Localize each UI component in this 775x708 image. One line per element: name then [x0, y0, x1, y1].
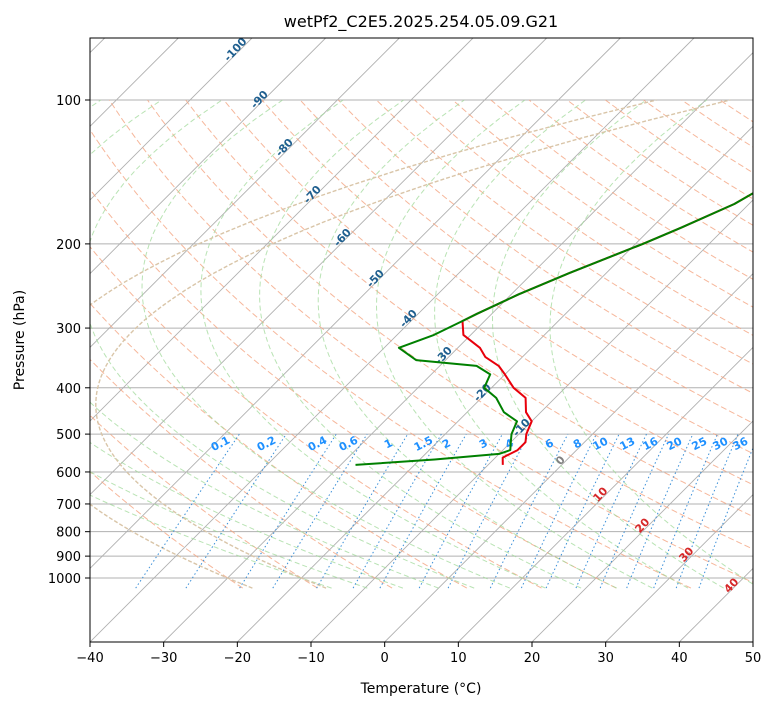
reference-curve: [95, 99, 731, 589]
isotherm-line: [90, 38, 621, 569]
isotherm-line: [90, 38, 474, 422]
dry-adiabat-line: [147, 99, 753, 550]
background-grid: [90, 38, 753, 642]
x-tick-label: −40: [76, 651, 103, 666]
moist-adiabat-line: [434, 99, 689, 589]
x-tick-label: 30: [597, 651, 614, 666]
isotherm-line: [384, 273, 753, 642]
dry-adiabat-line: [223, 99, 753, 486]
y-tick-label: 200: [56, 238, 81, 253]
dry-adiabat-line: [90, 129, 692, 589]
dewpoint-profile: [355, 192, 753, 466]
moist-adiabat-line: [200, 99, 546, 589]
isotherm-line: [163, 52, 753, 642]
mixing-ratio-label: 10: [591, 434, 611, 453]
isotherm-line: [605, 494, 753, 642]
mixing-ratio-label: 13: [618, 435, 638, 454]
moist-adiabat-line: [259, 99, 582, 589]
mixing-ratio-label: 25: [690, 435, 710, 454]
x-tick-label: −30: [150, 651, 177, 666]
moist-adiabat-line: [549, 99, 753, 585]
mixing-ratio-label: 16: [641, 434, 661, 453]
mixing-ratio-line: [489, 433, 569, 589]
x-tick-label: −20: [224, 651, 251, 666]
mixing-ratio-line: [447, 433, 530, 589]
y-tick-label: 700: [56, 498, 81, 513]
isotherm-line: [90, 38, 695, 642]
moist-adiabat-line: [90, 99, 404, 589]
x-tick-label: 0: [381, 651, 389, 666]
dry-adiabat-line: [108, 99, 753, 583]
isotherm-line: [237, 125, 753, 642]
mixing-ratio-line: [239, 433, 337, 589]
chart-title: wetPf2_C2E5.2025.254.05.09.G21: [284, 12, 558, 32]
moist-adiabat-line: [317, 99, 617, 589]
mixing-ratio-line: [520, 433, 597, 589]
x-axis-label: Temperature (°C): [360, 681, 482, 697]
isotherm-line: [90, 38, 253, 201]
y-tick-label: 900: [56, 550, 81, 565]
mixing-ratio-label: 20: [665, 434, 685, 453]
y-axis-label: Pressure (hPa): [12, 290, 28, 390]
isotherm-line: [458, 346, 753, 642]
y-tick-label: 300: [56, 322, 81, 337]
mixing-ratio-line: [418, 433, 503, 589]
dry-adiabat-line: [414, 99, 753, 336]
dry-adiabat-line: [261, 99, 753, 455]
dry-adiabat-line: [337, 99, 753, 394]
moist-adiabat-line: [90, 99, 439, 589]
y-tick-label: 400: [56, 382, 81, 397]
dry-adiabat-line: [90, 358, 393, 589]
x-axis: −40 −30 −20 −10 0 10 20 30 40 50: [76, 642, 761, 666]
mixing-ratio-line: [653, 433, 718, 589]
isotherm-line: [90, 38, 547, 496]
y-tick-label: 800: [56, 526, 81, 541]
mixing-ratio-line: [575, 433, 647, 589]
mixing-ratio-line: [352, 433, 442, 589]
reference-curve: [90, 99, 657, 589]
dry-adiabat-line: [185, 99, 753, 518]
plot-frame: [89, 37, 754, 643]
moist-adiabat-line: [492, 99, 724, 589]
mixing-ratio-label: 30: [711, 434, 731, 453]
dry-adiabat-line: [376, 99, 753, 365]
x-tick-label: 20: [524, 651, 541, 666]
isotherm-line: [310, 199, 753, 642]
x-tick-label: 40: [671, 651, 688, 666]
moist-adiabat-line: [90, 99, 475, 589]
mixing-ratio-line: [599, 433, 670, 589]
profiles: [355, 192, 753, 466]
mixing-ratio-line: [626, 433, 694, 589]
mixing-ratio-line: [545, 433, 620, 589]
mixing-ratio-line: [675, 433, 739, 589]
dry-adiabat-line: [90, 302, 468, 589]
y-tick-label: 100: [56, 94, 81, 109]
y-axis: 100 200 300 400 500 600 700 800 900 1000: [48, 94, 90, 587]
dry-adiabat-line: [90, 470, 243, 589]
mixing-ratio-line: [379, 433, 467, 589]
y-tick-label: 500: [56, 428, 81, 443]
moist-adiabat-line: [375, 99, 653, 589]
dry-adiabat-line: [90, 246, 542, 589]
mixing-ratio-label: 36: [731, 434, 751, 453]
x-tick-label: 50: [745, 651, 762, 666]
moist-adiabat-line: [90, 471, 368, 589]
mixing-ratio-line: [698, 446, 753, 589]
isotherm-line: [90, 38, 326, 275]
isotherm-line: [531, 420, 753, 642]
temperature-profile: [461, 192, 753, 465]
y-tick-label: 1000: [48, 572, 81, 587]
y-tick-label: 600: [56, 466, 81, 481]
moist-adiabat-line: [141, 99, 510, 589]
mixing-ratio-line: [316, 433, 409, 589]
x-tick-label: 10: [450, 651, 467, 666]
x-tick-label: −10: [297, 651, 324, 666]
